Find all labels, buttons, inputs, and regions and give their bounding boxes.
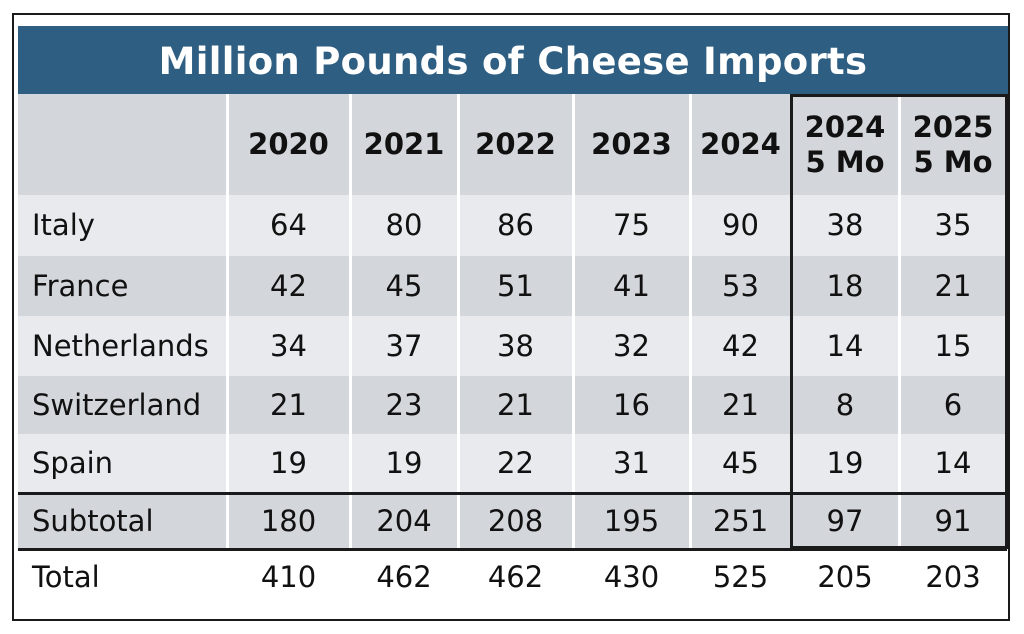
table-cell: 180 (260, 503, 317, 538)
table-cell: 34 (270, 328, 307, 363)
column-separator (457, 94, 460, 605)
column-header: 2020 (248, 127, 329, 162)
table-cell: 525 (712, 559, 769, 594)
table-cell: 19 (270, 446, 307, 481)
table-cell: 195 (603, 503, 660, 538)
table-cell: 38 (826, 208, 864, 243)
table-cell: 19 (385, 446, 423, 481)
column-separator (572, 94, 575, 605)
table-cell: 31 (613, 446, 650, 481)
table-cell: 91 (934, 503, 972, 538)
subtotal-divider-line (18, 492, 1007, 495)
table-cell: 251 (712, 503, 769, 538)
table-cell: 53 (722, 268, 759, 303)
table-cell: 6 (943, 387, 963, 422)
table-cell: 462 (487, 559, 544, 594)
row-label: France (32, 268, 129, 303)
table-cell: 204 (376, 503, 432, 538)
table-cell: 208 (487, 503, 544, 538)
table-cell: 64 (270, 208, 307, 243)
row-background (18, 549, 1007, 605)
total-divider-line (18, 548, 1007, 551)
row-label: Switzerland (32, 387, 202, 422)
table-title: Million Pounds of Cheese Imports (158, 39, 868, 83)
table-cell: 15 (934, 328, 972, 363)
row-label: Italy (32, 208, 95, 243)
table-cell: 205 (817, 559, 873, 594)
row-label: Total (32, 559, 100, 594)
table-cell: 16 (613, 387, 650, 422)
row-background (18, 316, 1007, 376)
column-separator (226, 94, 229, 605)
table-cell: 37 (385, 328, 423, 363)
column-header: 2024 (700, 127, 781, 162)
table-cell: 35 (934, 208, 972, 243)
table-cell: 38 (497, 328, 534, 363)
column-header: 2023 (591, 127, 672, 162)
table-cell: 410 (260, 559, 317, 594)
table-cell: 90 (722, 208, 759, 243)
table-cell: 80 (385, 208, 423, 243)
table-cell: 18 (826, 268, 864, 303)
row-background (18, 376, 1007, 434)
column-header: 2024 5 Mo (804, 110, 886, 179)
table-cell: 22 (497, 446, 534, 481)
row-background (18, 493, 1007, 549)
table-cell: 23 (385, 387, 423, 422)
row-background (18, 434, 1007, 493)
table-cell: 21 (270, 387, 307, 422)
column-separator (898, 94, 901, 605)
row-label: Netherlands (32, 328, 209, 363)
table-cell: 51 (497, 268, 534, 303)
table-cell: 430 (603, 559, 660, 594)
table-cell: 8 (835, 387, 855, 422)
table-cell: 41 (613, 268, 650, 303)
table-cell: 462 (376, 559, 432, 594)
table-cell: 86 (497, 208, 534, 243)
table-cell: 19 (826, 446, 864, 481)
table-cell: 14 (934, 446, 972, 481)
column-header: 2022 (475, 127, 556, 162)
table-cell: 203 (925, 559, 981, 594)
table-cell: 45 (385, 268, 423, 303)
row-background (18, 195, 1007, 256)
column-separator (349, 94, 352, 605)
table-cell: 42 (270, 268, 307, 303)
table-cell: 14 (826, 328, 864, 363)
table-cell: 42 (722, 328, 759, 363)
table-cell: 45 (722, 446, 759, 481)
table-cell: 21 (934, 268, 972, 303)
header-row-background (18, 94, 1007, 195)
column-header: 2025 5 Mo (912, 110, 994, 179)
table-cell: 97 (826, 503, 864, 538)
table-cell: 32 (613, 328, 650, 363)
table-cell: 75 (613, 208, 650, 243)
title-bar: Million Pounds of Cheese Imports (18, 26, 1008, 96)
row-label: Spain (32, 446, 114, 481)
column-separator (689, 94, 692, 605)
table-cell: 21 (722, 387, 759, 422)
row-label: Subtotal (32, 503, 154, 538)
row-background (18, 256, 1007, 316)
table-cell: 21 (497, 387, 534, 422)
column-header: 2021 (363, 127, 445, 162)
